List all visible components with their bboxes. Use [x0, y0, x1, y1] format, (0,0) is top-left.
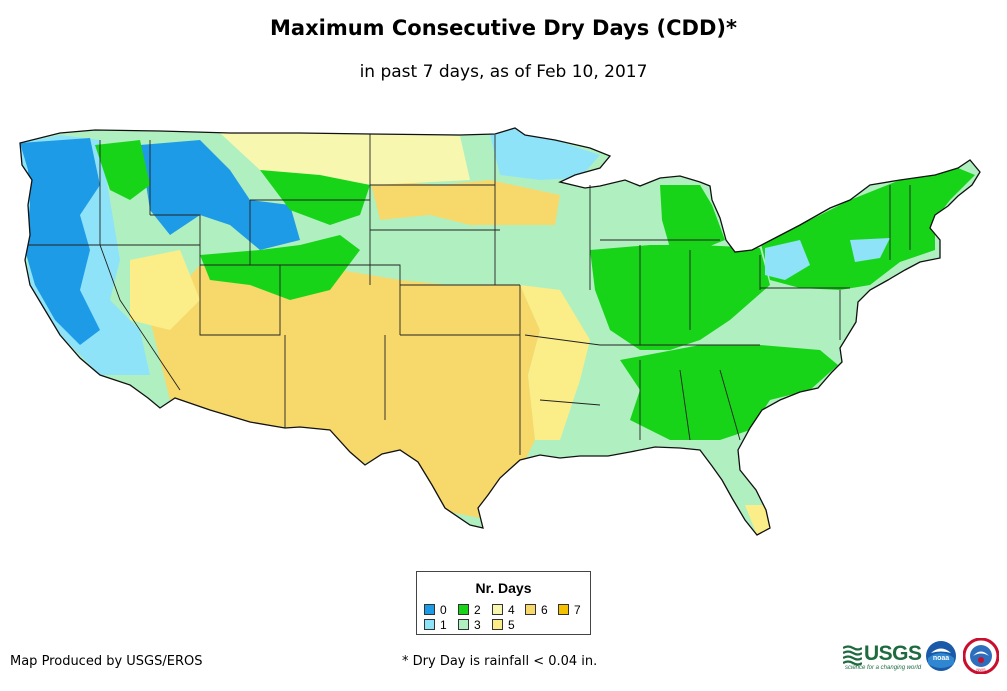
zone-0-days-pacific-coast	[20, 138, 100, 345]
map-title: Maximum Consecutive Dry Days (CDD)*	[270, 16, 737, 40]
noaa-logo: noaa	[926, 641, 956, 671]
zone-2-days-northeast	[760, 168, 975, 290]
legend-label-3: 3	[474, 618, 481, 632]
zone-2-days-wyoming	[260, 170, 370, 225]
zone-5-days-nevada	[130, 250, 200, 330]
zone-0-days-rockies	[140, 140, 300, 250]
zone-6-days-southwest	[150, 265, 540, 520]
legend-label-6: 6	[541, 603, 548, 617]
zone-2-days-ohio-valley	[590, 245, 770, 350]
legend-swatch-5	[492, 619, 503, 630]
legend-swatch-3	[458, 619, 469, 630]
map-subtitle: in past 7 days, as of Feb 10, 2017	[359, 62, 648, 82]
legend-swatch-4	[492, 604, 503, 615]
legend-label-7: 7	[574, 603, 581, 617]
legend-swatch-6	[525, 604, 536, 615]
zone-5-days-plains	[520, 285, 590, 440]
nws-logo: NWS	[963, 638, 999, 674]
legend-label-1: 1	[440, 618, 447, 632]
zone-6-days-northern-plains	[370, 180, 560, 225]
zone-2-days-idaho	[95, 140, 150, 200]
noaa-wordmark: noaa	[933, 655, 949, 662]
legend-swatch-2	[458, 604, 469, 615]
nws-wordmark: NWS	[976, 667, 986, 672]
usgs-wave-icon	[843, 645, 862, 666]
legend-swatch-0	[424, 604, 435, 615]
dry-day-note: * Dry Day is rainfall < 0.04 in.	[402, 654, 598, 669]
zone-2-days-michigan	[660, 185, 725, 250]
state-borders	[28, 134, 911, 455]
legend-label-2: 2	[474, 603, 481, 617]
legend-box: Nr. Days 0 1 2 3 4 5 6 7	[416, 571, 591, 635]
legend-title: Nr. Days	[475, 580, 532, 596]
usgs-logo: USGS science for a changing world	[843, 642, 922, 671]
map-credit: Map Produced by USGS/EROS	[10, 654, 203, 669]
map-fill-layer	[20, 128, 980, 535]
legend-label-5: 5	[508, 618, 515, 632]
legend-swatch-1	[424, 619, 435, 630]
zone-5-days-south-florida	[745, 505, 770, 535]
legend-label-0: 0	[440, 603, 447, 617]
zone-2-days-southeast	[620, 345, 838, 440]
zone-3-days-florida	[715, 440, 766, 525]
zone-1-day-new-york	[765, 240, 810, 280]
legend-swatch-7	[558, 604, 569, 615]
usgs-wordmark: USGS	[864, 642, 922, 665]
usgs-tagline: science for a changing world	[845, 665, 922, 671]
legend-label-4: 4	[508, 603, 515, 617]
zone-1-day-new-england	[850, 238, 890, 262]
zone-1-day-minnesota	[490, 128, 600, 180]
